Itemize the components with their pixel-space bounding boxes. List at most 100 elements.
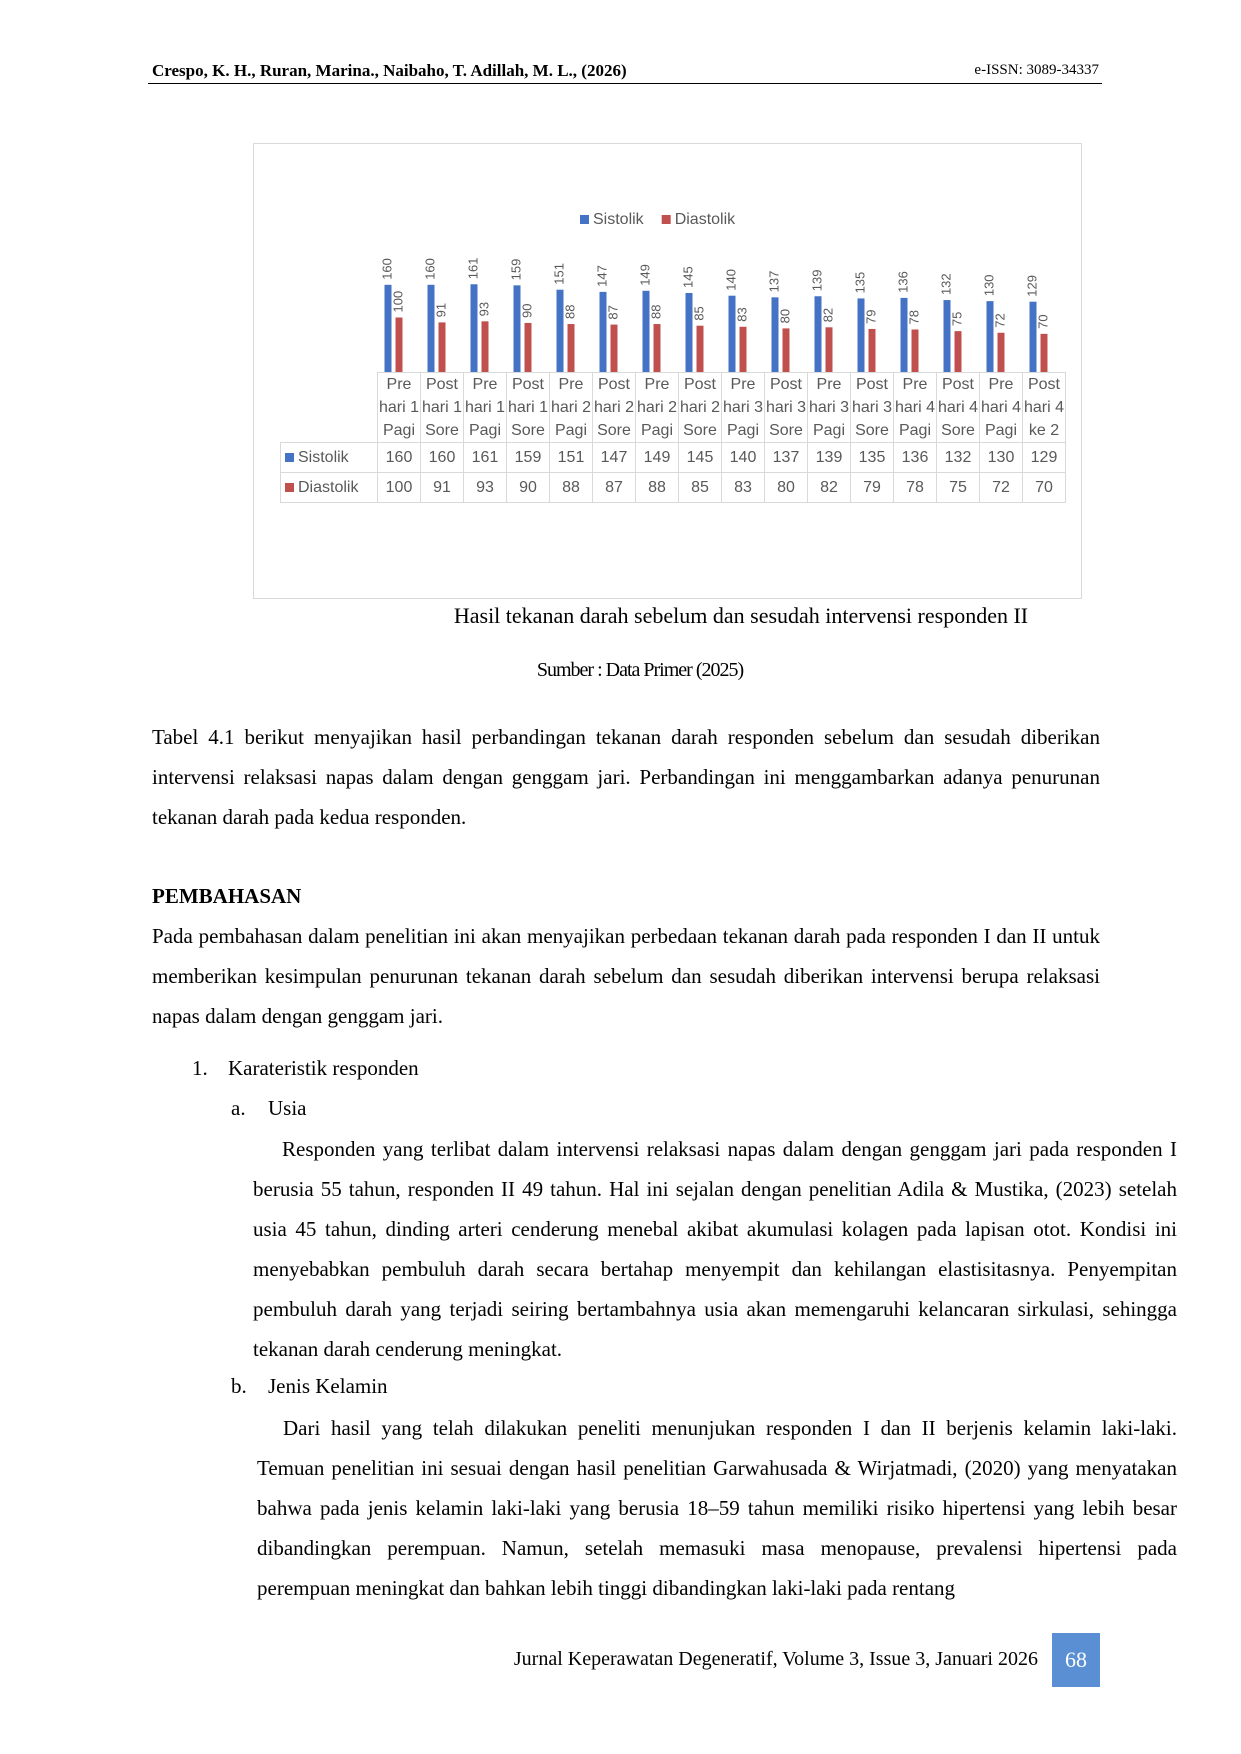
paragraph: Tabel 4.1 berikut menyajikan hasil perba… (152, 725, 1100, 829)
bar (954, 331, 962, 372)
table-value: 72 (979, 472, 1023, 503)
data-label: 145 (680, 266, 695, 288)
sub-title: Jenis Kelamin (268, 1374, 388, 1398)
data-label: 87 (605, 305, 620, 319)
category-label: Pre hari 4 Pagi (893, 372, 937, 443)
series-name: Sistolik (298, 448, 349, 466)
list-number: 1. (192, 1056, 208, 1080)
table-row: Diastolik 100 91 93 90 88 87 88 85 83 80 82 79 78 75 72… (280, 472, 1066, 503)
header-authors: Crespo, K. H., Ruran, Marina., Naibaho, … (152, 61, 627, 80)
table-corner (281, 373, 378, 443)
data-label: 88 (648, 305, 663, 319)
bar (825, 327, 833, 372)
bar (395, 317, 403, 372)
data-label: 132 (938, 273, 953, 295)
bar (438, 322, 446, 372)
table-value: 80 (764, 472, 808, 503)
header-rule (148, 83, 1102, 84)
bar (771, 297, 779, 372)
category-label: Pre hari 4 Pagi (979, 372, 1023, 443)
table-row: Sistolik 160 160 161 159 151 147 149 145 140 137 13… (280, 442, 1066, 473)
category-label: Post hari 4 ke 2 (1022, 372, 1066, 443)
bar (513, 285, 521, 372)
bar (696, 325, 704, 372)
category-label: Post hari 3 Sore (850, 372, 894, 443)
data-label: 151 (551, 263, 566, 285)
data-label: 130 (981, 274, 996, 296)
table-value: 130 (979, 442, 1023, 473)
bar (524, 322, 532, 372)
chart: Sistolik Diastolik 160 100 160 91 161 93 159 90 15… (379, 211, 1050, 372)
bar (857, 298, 865, 372)
bar (1040, 333, 1048, 372)
category-label: Pre hari 1 Pagi (377, 372, 421, 443)
data-label: 88 (562, 305, 577, 319)
category-label: Pre hari 1 Pagi (463, 372, 507, 443)
bar (610, 324, 618, 372)
data-label: 83 (734, 307, 749, 321)
legend-label: Diastolik (675, 211, 736, 228)
data-label: 149 (637, 264, 652, 286)
table-value: 87 (592, 472, 636, 503)
table-value: 78 (893, 472, 937, 503)
section-title: PEMBAHASAN (152, 884, 302, 908)
sub-letter: a. (231, 1096, 246, 1120)
bar (728, 295, 736, 372)
table-value: 159 (506, 442, 550, 473)
table-value: 136 (893, 442, 937, 473)
legend-label: Sistolik (593, 211, 645, 228)
legend-key (285, 482, 294, 492)
table-value: 149 (635, 442, 679, 473)
data-label: 70 (1035, 314, 1050, 328)
category-label: Post hari 2 Sore (678, 372, 722, 443)
data-label: 161 (465, 258, 480, 280)
page-number: 68 (1052, 1633, 1100, 1687)
data-label: 160 (422, 258, 437, 280)
table-value: 91 (420, 472, 464, 503)
bar (739, 326, 747, 372)
table-value: 93 (463, 472, 507, 503)
figure-caption: Hasil tekanan darah sebelum dan sesudah … (453, 603, 1029, 628)
bar (814, 296, 822, 372)
bar (685, 292, 693, 372)
table-value: 140 (721, 442, 765, 473)
table-value: 147 (592, 442, 636, 473)
bar (868, 328, 876, 372)
data-label: 78 (906, 310, 921, 324)
data-label: 75 (949, 312, 964, 326)
paragraph: Dari hasil yang telah dilakukan peneliti… (257, 1416, 1177, 1600)
table-value: 88 (635, 472, 679, 503)
data-label: 139 (809, 270, 824, 292)
table-value: 88 (549, 472, 593, 503)
data-label: 137 (766, 271, 781, 293)
chart-data-table: Pre hari 1 Pagi Post hari 1 Sore Pre hari … (280, 372, 1066, 503)
data-label: 159 (508, 259, 523, 281)
category-label: Post hari 4 Sore (936, 372, 980, 443)
bar (911, 329, 919, 372)
bar (900, 297, 908, 372)
paragraph: Pada pembahasan dalam penelitian ini aka… (152, 924, 1100, 1028)
bar (427, 284, 435, 372)
category-label: Post hari 2 Sore (592, 372, 636, 443)
header-issn: e-ISSN: 3089-34337 (974, 62, 1099, 78)
category-label: Pre hari 2 Pagi (635, 372, 679, 443)
data-label: 100 (390, 291, 405, 313)
table-value: 160 (377, 442, 421, 473)
bar (642, 290, 650, 372)
series-name: Diastolik (298, 478, 359, 496)
bar (567, 324, 575, 372)
table-value: 135 (850, 442, 894, 473)
bar (943, 300, 951, 372)
table-value: 82 (807, 472, 851, 503)
table-value: 129 (1022, 442, 1066, 473)
table-value: 100 (377, 472, 421, 503)
table-value: 75 (936, 472, 980, 503)
table-value: 85 (678, 472, 722, 503)
legend-key (580, 215, 589, 224)
bar (384, 284, 392, 372)
table-value: 151 (549, 442, 593, 473)
data-label: 136 (895, 271, 910, 293)
sub-title: Usia (268, 1096, 307, 1120)
paragraph: Responden yang terlibat dalam intervensi… (253, 1137, 1177, 1361)
